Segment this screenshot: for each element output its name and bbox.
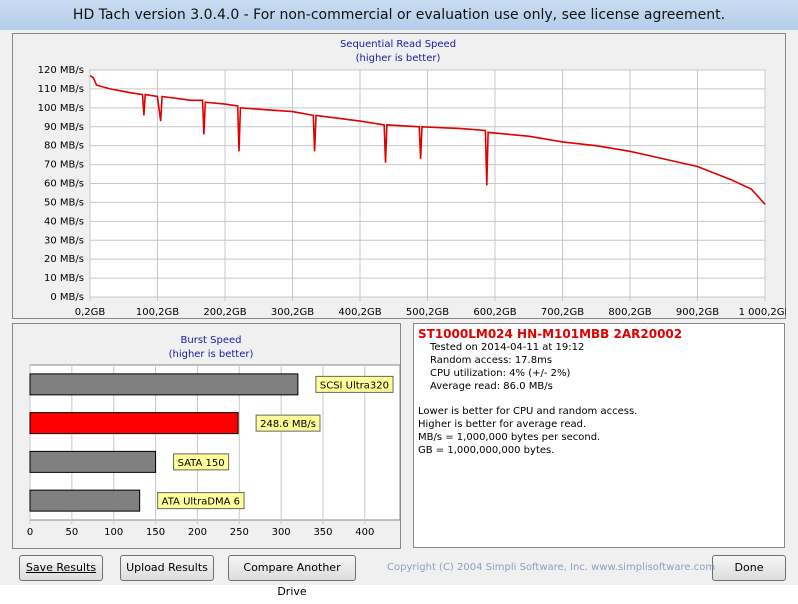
info-lines: Tested on 2014-04-11 at 19:12 Random acce… [414, 341, 784, 393]
x-tick-label: 400,2GB [338, 307, 381, 318]
info-line: CPU utilization: 4% (+/- 2%) [430, 368, 571, 379]
bar-label-box [157, 492, 245, 510]
chart-title: Sequential Read Speed [340, 39, 456, 50]
y-tick-label: 80 MB/s [44, 141, 84, 152]
y-tick-label: 0 MB/s [50, 292, 84, 303]
info-note: Lower is better for CPU and random acces… [418, 406, 638, 417]
y-tick-label: 90 MB/s [44, 122, 84, 133]
x-tick-label: 900,2GB [676, 307, 719, 318]
x-tick-label: 250 [230, 527, 249, 538]
info-line: Tested on 2014-04-11 at 19:12 [430, 342, 585, 353]
button[interactable]: Compare Another Drive [228, 555, 356, 598]
x-tick-label: 300 [272, 527, 291, 538]
y-tick-label: 60 MB/s [44, 179, 84, 190]
read-chart: Sequential Read Speed (higher is better) 0… [12, 33, 786, 319]
burst-chart: Burst Speed (higher is better) 0 50 100 150 20… [12, 323, 401, 549]
x-tick-label: 350 [313, 527, 332, 538]
x-tick-label: 150 [146, 527, 165, 538]
x-tick-label: 500,2GB [406, 307, 449, 318]
button[interactable]: Done [712, 555, 786, 581]
y-tick-label: 110 MB/s [38, 84, 84, 95]
info-panel: ST1000LM024 HN-M101MBB 2AR20002 Tested o… [413, 323, 785, 548]
y-tick-label: 100 MB/s [38, 103, 84, 114]
y-tick-label: 10 MB/s [44, 273, 84, 284]
x-tick-label: 800,2GB [608, 307, 651, 318]
bar-label-box [255, 414, 321, 432]
y-tick-label: 50 MB/s [44, 197, 84, 208]
x-tick-label: 50 [65, 527, 78, 538]
chart-title: Burst Speed [181, 335, 242, 346]
y-tick-label: 70 MB/s [44, 160, 84, 171]
window-title: HD Tach version 3.0.4.0 - For non-commer… [0, 0, 798, 30]
button[interactable]: Save Results [19, 555, 103, 581]
bar [29, 412, 239, 435]
bar-label-box [173, 453, 230, 471]
drive-name: ST1000LM024 HN-M101MBB 2AR20002 [418, 327, 683, 341]
info-line: Average read: 86.0 MB/s [430, 381, 553, 392]
bar-label: SATA 150 [178, 458, 225, 469]
info-note: GB = 1,000,000,000 bytes. [418, 445, 555, 456]
y-tick-label: 30 MB/s [44, 235, 84, 246]
x-tick-label: 100 [104, 527, 123, 538]
x-tick-label: 0 [27, 527, 33, 538]
y-tick-label: 40 MB/s [44, 216, 84, 227]
x-tick-label: 600,2GB [473, 307, 516, 318]
bar [29, 450, 157, 473]
bar-label: ATA UltraDMA 6 [162, 497, 240, 508]
y-tick-label: 120 MB/s [38, 65, 84, 76]
button[interactable]: Upload Results [120, 555, 214, 581]
y-tick-label: 20 MB/s [44, 254, 84, 265]
bar [29, 373, 299, 396]
chart-subtitle: (higher is better) [169, 349, 254, 360]
bar-label-box [315, 375, 394, 393]
bar-label: 248.6 MB/s [260, 419, 316, 430]
info-notes: Lower is better for CPU and random acces… [414, 405, 784, 457]
x-tick-label: 1 000,2GB [739, 307, 786, 318]
bar-label: SCSI Ultra320 [320, 380, 389, 391]
info-line: Random access: 17.8ms [430, 355, 553, 366]
chart-subtitle: (higher is better) [356, 53, 441, 64]
x-tick-label: 700,2GB [541, 307, 584, 318]
bar [29, 489, 141, 512]
x-tick-label: 400 [355, 527, 374, 538]
read-speed-line [89, 75, 766, 205]
x-tick-label: 100,2GB [136, 307, 179, 318]
info-note: MB/s = 1,000,000 bytes per second. [418, 432, 601, 443]
x-tick-label: 300,2GB [271, 307, 314, 318]
x-tick-label: 0,2GB [75, 307, 106, 318]
info-note: Higher is better for average read. [418, 419, 587, 430]
copyright: Copyright (C) 2004 Simpli Software, Inc.… [387, 562, 716, 573]
x-tick-label: 200 [188, 527, 207, 538]
x-tick-label: 200,2GB [203, 307, 246, 318]
